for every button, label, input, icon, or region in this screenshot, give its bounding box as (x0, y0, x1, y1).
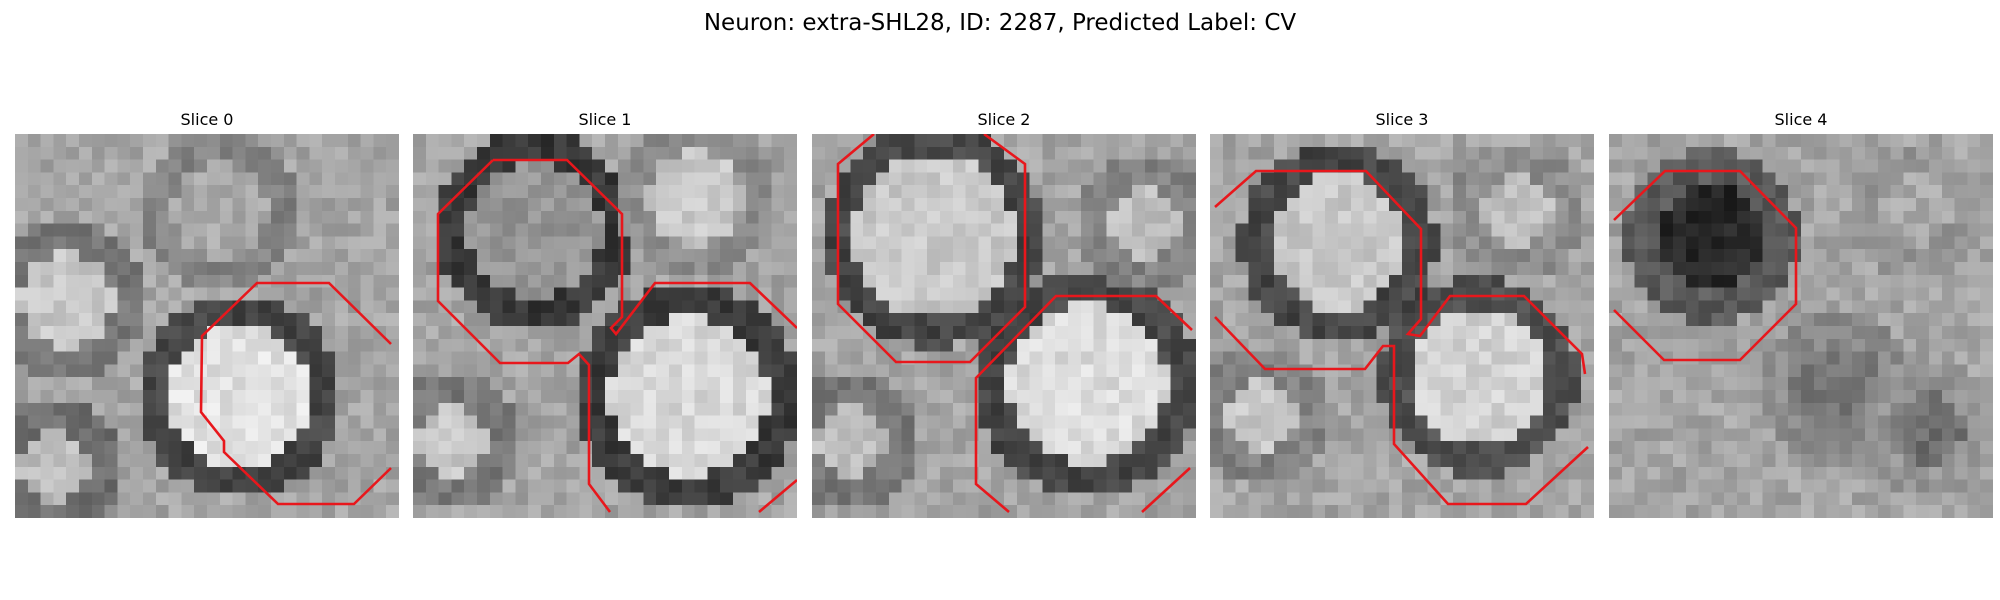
slice-2-contour (836, 134, 1193, 513)
slice-1-contour-corner (758, 479, 797, 513)
slice-3-contour-lower (1214, 316, 1589, 506)
slice-2-contour-top (836, 134, 1027, 364)
slice-0-title: Slice 0 (180, 110, 234, 129)
slice-3-panel (1210, 134, 1594, 518)
slice-1-contour-left (493, 158, 797, 337)
slice-1-panel (413, 134, 797, 518)
slice-0-contour-main (199, 281, 392, 506)
slice-2-contour-corner (1141, 467, 1191, 513)
figure-title: Neuron: extra-SHL28, ID: 2287, Predicted… (703, 10, 1297, 36)
slice-2-title: Slice 2 (977, 110, 1031, 129)
slice-3-contour-top (1214, 169, 1587, 375)
slice-1-contour (436, 158, 797, 513)
slice-2-panel (812, 134, 1196, 518)
slice-2-contour-lower (974, 294, 1193, 513)
slice-0-image (15, 134, 399, 518)
slice-0-contour (199, 281, 392, 506)
slice-4-contour-main (1613, 169, 1798, 362)
slice-4-image (1609, 134, 1993, 518)
slice-1-contour-lower (436, 159, 612, 513)
slice-2-image (812, 134, 1196, 518)
slice-0-panel (15, 134, 399, 518)
slice-3-contour (1214, 169, 1589, 506)
slice-4-contour (1613, 169, 1798, 362)
slice-3-title: Slice 3 (1375, 110, 1429, 129)
slice-1-title: Slice 1 (578, 110, 632, 129)
slice-4-title: Slice 4 (1774, 110, 1828, 129)
slice-4-panel (1609, 134, 1993, 518)
